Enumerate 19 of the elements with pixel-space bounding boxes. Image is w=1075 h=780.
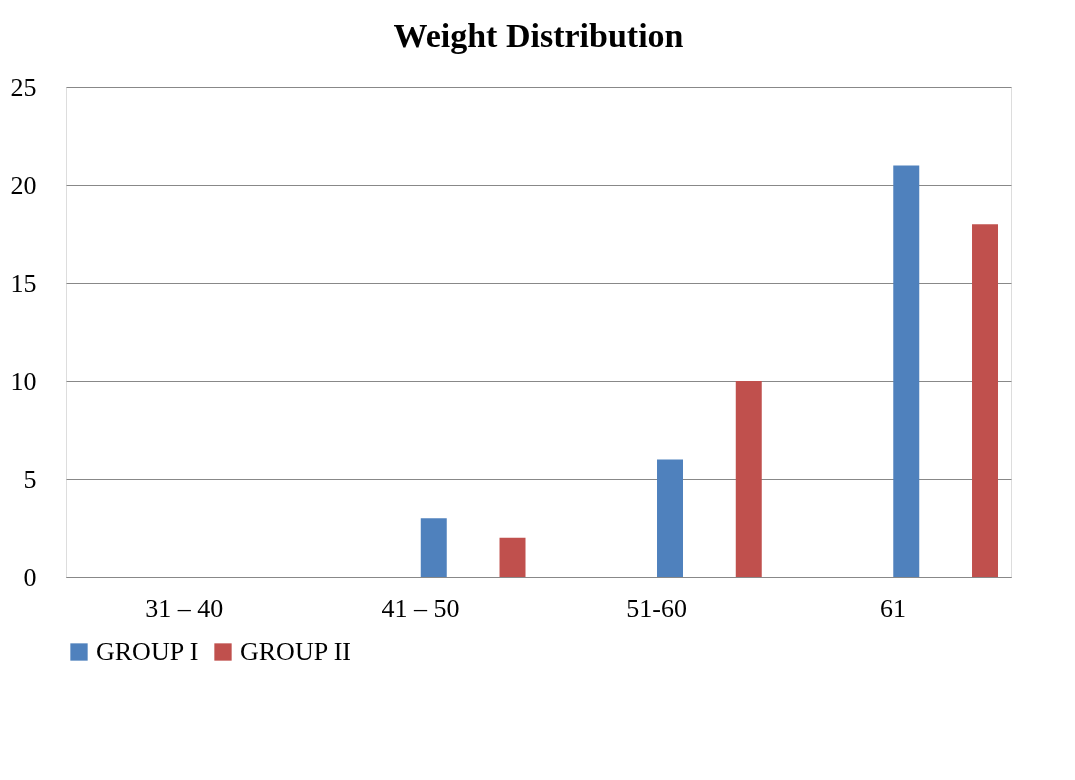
y-tick-label: 10 — [10, 366, 37, 396]
bar — [972, 224, 999, 577]
y-tick-label: 20 — [10, 170, 37, 200]
legend-label: GROUP I — [96, 637, 199, 666]
y-tick-label: 15 — [10, 268, 37, 298]
bar — [735, 381, 762, 577]
chart-title: Weight Distribution — [393, 17, 684, 54]
bar — [499, 537, 526, 577]
x-tick-label: 51-60 — [626, 593, 687, 623]
legend-label: GROUP II — [240, 637, 351, 666]
x-tick-label: 41 – 50 — [381, 593, 460, 623]
bar — [420, 518, 447, 577]
bar — [657, 459, 684, 577]
x-tick-label: 31 – 40 — [145, 593, 224, 623]
y-tick-label: 5 — [23, 464, 37, 494]
y-tick-label: 25 — [10, 72, 37, 102]
x-tick-label: 61 — [879, 593, 906, 623]
bar — [893, 165, 920, 577]
y-tick-label: 0 — [23, 562, 37, 592]
